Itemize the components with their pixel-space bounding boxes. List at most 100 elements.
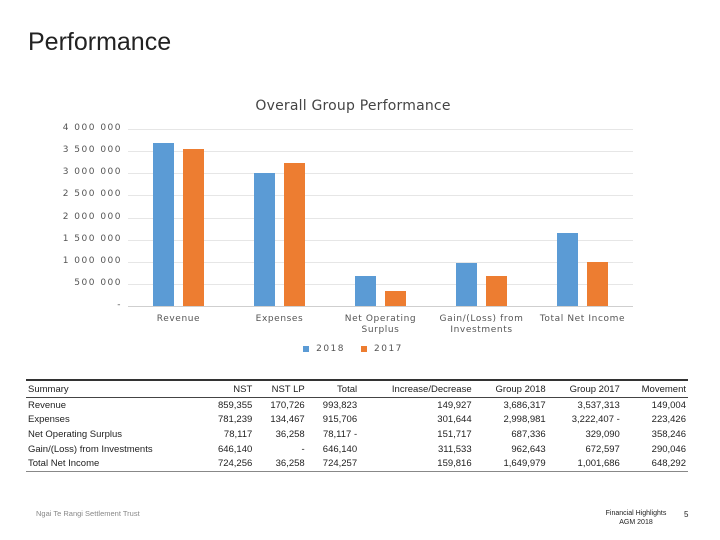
gridline	[128, 173, 633, 175]
y-tick-label: 4 000 000	[62, 123, 122, 133]
y-tick-label: -	[117, 300, 122, 310]
column-header: NST LP	[254, 379, 307, 398]
y-tick-label: 1 000 000	[62, 255, 122, 266]
bar-2017-3	[486, 276, 507, 306]
table-cell: 36,258	[254, 456, 307, 472]
table-cell: 2,998,981	[503, 414, 546, 426]
table-cell: 159,816	[359, 456, 474, 472]
column-header: Group 2018	[473, 379, 548, 398]
legend-item-2017: 2017	[357, 344, 407, 354]
y-tick-label: 1 500 000	[62, 233, 122, 244]
table-cell: 358,246	[651, 428, 686, 440]
table-row: Net Operating Surplus 78,117 36,258 78,117 …	[26, 427, 688, 442]
column-header: Summary	[26, 379, 202, 398]
x-category-label: Expenses	[255, 314, 304, 324]
bar-2017-0	[183, 149, 204, 306]
table-cell: 78,117 -	[322, 428, 358, 440]
table-cell: 687,336	[511, 428, 546, 440]
table-cell: 1,001,686	[547, 456, 622, 472]
legend-swatch	[361, 346, 367, 352]
table-cell: 3,222,407 -	[571, 414, 620, 426]
bar-2017-4	[587, 261, 608, 306]
bar-2017-2	[385, 291, 406, 306]
row-label: Revenue	[28, 399, 67, 411]
table-cell: 36,258	[275, 428, 305, 440]
row-label: Expenses	[28, 414, 70, 426]
table-row: Gain/(Loss) from Investments 646,140 - 646,…	[26, 442, 688, 457]
footer-caption-line2: AGM 2018	[619, 519, 653, 526]
gridline	[128, 239, 633, 241]
legend-label: 2018	[316, 344, 345, 354]
table-cell: 672,597	[585, 443, 620, 455]
page-number: 5	[684, 510, 689, 519]
row-label: Total Net Income	[26, 456, 202, 472]
table-cell: 151,717	[437, 428, 472, 440]
gridline	[128, 195, 633, 197]
y-tick-label: 2 000 000	[62, 211, 122, 222]
table-cell: 648,292	[621, 456, 688, 472]
row-label: Net Operating Surplus	[28, 428, 122, 440]
chart-title: Overall Group Performance	[255, 98, 451, 114]
table-cell: 781,239	[217, 414, 253, 426]
gridline	[128, 283, 633, 285]
table-cell: 993,823	[322, 399, 358, 411]
table-cell: 1,649,979	[473, 456, 548, 472]
table-cell: 646,140	[217, 443, 253, 455]
x-category-label: Total Net Income	[539, 314, 626, 324]
table-cell: 962,643	[511, 443, 546, 455]
table-cell: 311,533	[437, 443, 472, 455]
bar-2018-3	[456, 263, 477, 306]
column-header: Increase/Decrease	[359, 379, 474, 398]
table-cell: 724,257	[306, 456, 360, 472]
bar-2018-0	[153, 142, 174, 306]
x-axis-line	[128, 306, 633, 307]
table-row: Total Net Income 724,256 36,258 724,257 159,…	[26, 456, 688, 472]
table-cell: 3,686,317	[503, 399, 546, 411]
y-tick-label: 2 500 000	[62, 189, 122, 200]
table-row: Revenue 859,355 170,726 993,823 149,927 3,686…	[26, 398, 688, 413]
bar-2018-4	[557, 232, 578, 306]
table-cell: 134,467	[270, 414, 305, 426]
bar-2018-2	[355, 275, 376, 306]
bar-2018-1	[254, 173, 275, 306]
x-category-label: Gain/(Loss) from Investments	[439, 314, 524, 335]
table-cell: 149,004	[651, 399, 686, 411]
table-cell: 329,090	[585, 428, 620, 440]
legend-item-2018: 2018	[299, 344, 349, 354]
table-cell: 724,256	[201, 456, 255, 472]
table-cell: 223,426	[651, 414, 686, 426]
y-tick-label: 3 000 000	[62, 167, 122, 178]
footer-caption-line1: Financial Highlights	[605, 510, 667, 517]
y-tick-label: 3 500 000	[62, 145, 122, 156]
table-cell: 170,726	[270, 399, 305, 411]
x-category-label: Net Operating Surplus	[344, 314, 417, 335]
bar-2017-1	[284, 163, 305, 306]
table-cell: 290,046	[651, 443, 686, 455]
slide-title: Performance	[28, 28, 172, 56]
row-label: Gain/(Loss) from Investments	[28, 443, 153, 455]
table-cell: 646,140	[322, 443, 358, 455]
chart-legend: 2018 2017	[0, 344, 706, 355]
column-header: Total	[306, 379, 360, 398]
column-header: NST	[201, 379, 255, 398]
table-cell: 149,927	[437, 399, 472, 411]
legend-swatch	[303, 346, 310, 352]
gridline	[128, 151, 633, 153]
table-header-row: Summary NST NST LP Total Increase/Decrease Gr…	[26, 379, 688, 398]
bar-chart: Overall Group Performance 2018 2017 4 000…	[0, 98, 706, 355]
table-cell: 301,644	[437, 414, 472, 426]
table-cell: 859,355	[217, 399, 253, 411]
table-cell: -	[301, 443, 305, 455]
y-tick-label: 500 000	[74, 277, 122, 288]
column-header: Group 2017	[547, 379, 622, 398]
footer-caption: Financial Highlights AGM 2018	[580, 509, 692, 527]
gridline	[128, 217, 633, 219]
gridline	[128, 129, 633, 130]
table-cell: 78,117	[223, 428, 253, 440]
column-header: Movement	[621, 379, 688, 398]
summary-table: Summary NST NST LP Total Increase/Decrease Gr…	[26, 379, 688, 472]
gridline	[128, 261, 633, 263]
x-category-label: Revenue	[156, 314, 201, 324]
table-cell: 915,706	[322, 414, 358, 426]
table-row: Expenses 781,239 134,467 915,706 301,644 2,99…	[26, 413, 688, 428]
